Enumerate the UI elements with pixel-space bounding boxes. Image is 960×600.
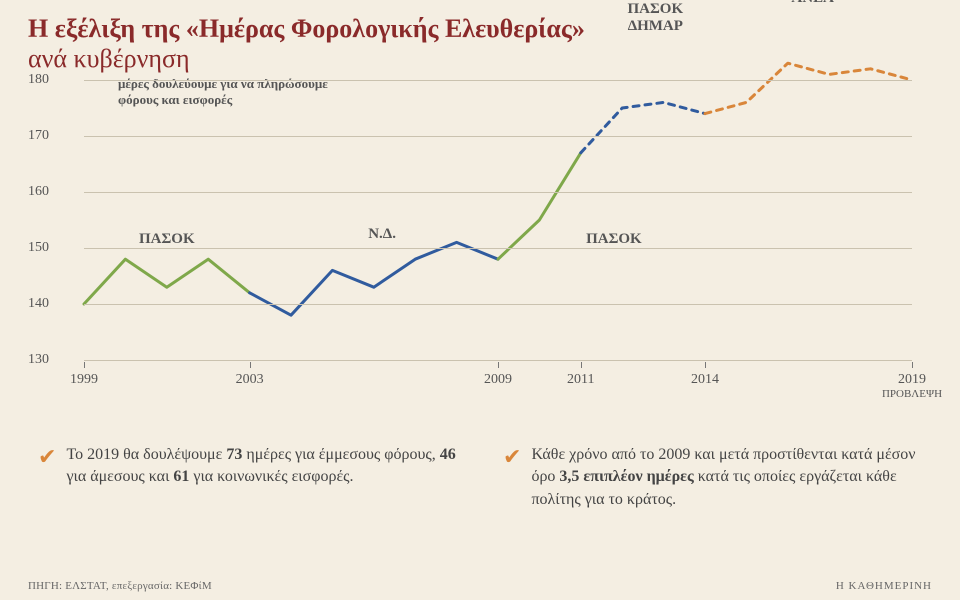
chart-title-line1: Η εξέλιξη της «Ημέρας Φορολογικής Ελευθε…: [28, 14, 932, 44]
x-tick-label: 2011: [567, 372, 594, 388]
x-tick-label: 2014: [691, 372, 719, 388]
gov-label: ΠΑΣΟΚ: [122, 231, 212, 248]
x-tick-label: 2019: [898, 372, 926, 388]
gov-label: Ν.Δ.ΠΑΣΟΚΔΗΜΑΡ: [610, 0, 700, 34]
source-label: ΠΗΓΗ: ΕΛΣΤΑΤ, επεξεργασία: ΚΕΦίΜ: [28, 580, 212, 592]
gov-label: ΣΥΡΙΖΑΑΝΕΛ: [768, 0, 858, 7]
footnotes: ✔ Το 2019 θα δουλέψουμε 73 ημέρες για έμ…: [28, 444, 932, 511]
series-segment: [581, 102, 705, 152]
check-icon: ✔: [38, 446, 56, 511]
gov-label: Ν.Δ.: [337, 226, 427, 243]
note1-text: Το 2019 θα δουλέψουμε 73 ημέρες για έμμε…: [66, 444, 457, 511]
x-tick-label: 1999: [70, 372, 98, 388]
chart-area: 130140150160170180 μέρες δουλεύουμε για …: [28, 80, 932, 410]
footnote-1: ✔ Το 2019 θα δουλέψουμε 73 ημέρες για έμ…: [38, 444, 457, 511]
chart-card: Η εξέλιξη της «Ημέρας Φορολογικής Ελευθε…: [0, 0, 960, 600]
plot-region: [84, 80, 912, 360]
footnote-2: ✔ Κάθε χρόνο από το 2009 και μετά προστί…: [503, 444, 922, 511]
series-segment: [84, 259, 250, 304]
x-tick-label: 2009: [484, 372, 512, 388]
chart-title-line2: ανά κυβέρνηση: [28, 44, 932, 74]
y-tick-label: 170: [28, 128, 76, 144]
check-icon: ✔: [503, 446, 521, 511]
x-tick-label: 2003: [236, 372, 264, 388]
line-series: [84, 80, 912, 360]
y-tick-label: 160: [28, 184, 76, 200]
brand-label: Η ΚΑΘΗΜΕΡΙΝΗ: [836, 580, 932, 592]
note2-text: Κάθε χρόνο από το 2009 και μετά προστίθε…: [531, 444, 922, 511]
x-tick-sublabel: ΠΡΟΒΛΕΨΗ: [882, 388, 942, 400]
y-tick-label: 180: [28, 72, 76, 88]
y-tick-label: 140: [28, 296, 76, 312]
y-tick-label: 130: [28, 352, 76, 368]
y-tick-label: 150: [28, 240, 76, 256]
gov-label: ΠΑΣΟΚ: [569, 231, 659, 248]
